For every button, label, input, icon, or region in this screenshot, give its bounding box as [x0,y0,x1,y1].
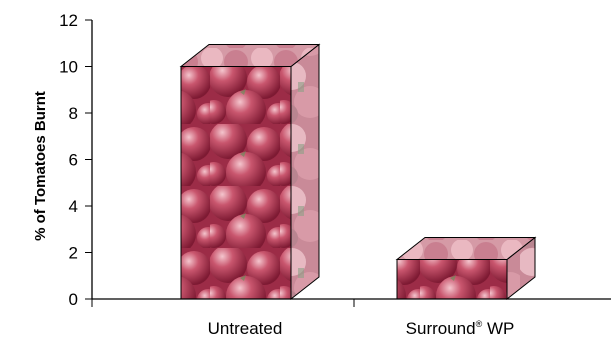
y-tick-label: 0 [69,290,78,309]
y-axis-label: % of Tomatoes Burnt [32,91,49,241]
y-tick-label: 12 [59,11,78,30]
labels: 0 2 4 6 8 10 12 Untreated Surround® WP [59,11,514,338]
bar-front [396,258,508,300]
y-tick-label: 10 [59,58,78,77]
bar-side [290,43,320,301]
y-tick-label: 6 [69,151,78,170]
y-tick-label: 2 [69,244,78,263]
bars-layer [179,43,537,301]
bar-front [180,66,292,300]
x-category-label: Untreated [208,319,283,338]
y-tick-label: 8 [69,104,78,123]
axes [85,19,611,307]
x-category-label: Surround® WP [406,319,515,338]
bar-1 [179,43,321,301]
y-tick-label: 4 [69,197,78,216]
bar-top [179,44,321,67]
bar-top [395,236,537,260]
bar-2 [395,236,537,301]
